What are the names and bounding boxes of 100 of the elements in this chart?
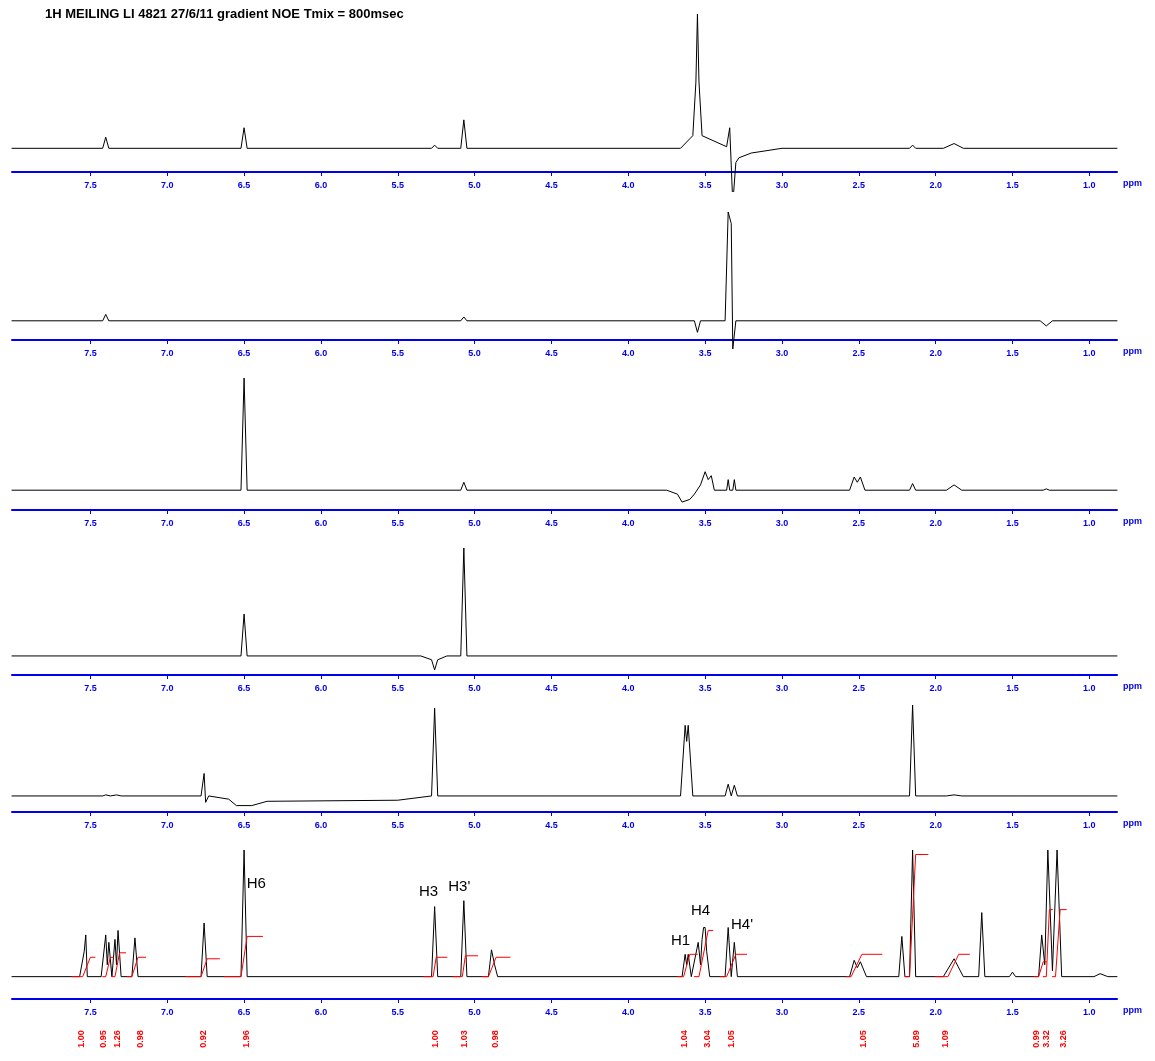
x-tick-label: 5.5	[391, 1006, 405, 1017]
x-tick-label: 6.5	[237, 517, 251, 528]
x-tick-label: 6.0	[314, 819, 328, 830]
annotation: H4'	[730, 914, 754, 932]
x-axis-title: ppm	[1123, 177, 1142, 188]
x-axis-title: ppm	[1123, 515, 1142, 526]
x-tick-label: 4.0	[622, 1006, 635, 1017]
text: 0.98	[134, 1030, 145, 1048]
x-tick-label: 3.0	[775, 179, 789, 190]
chart-title: 1H MEILING LI 4821 27/6/11 gradient NOE Tmix = 800msec	[45, 6, 404, 21]
x-tick-label: 4.5	[545, 179, 558, 190]
x-tick-label: 1.5	[1006, 179, 1019, 190]
x-tick-label: 4.0	[622, 517, 635, 528]
annotation: H3'	[448, 877, 471, 895]
x-tick-label: 2.0	[929, 517, 942, 528]
x-tick-label: 1.0	[1083, 1006, 1096, 1017]
x-tick-label: 1.0	[1083, 347, 1096, 358]
text: 3.04	[701, 1030, 712, 1048]
x-tick-label: 3.0	[775, 347, 789, 358]
text: 1.04	[678, 1030, 689, 1048]
x-tick-label: 1.0	[1083, 682, 1096, 693]
x-tick-label: 5.5	[391, 179, 405, 190]
x-tick-label: 1.5	[1006, 517, 1019, 528]
x-tick-label: 5.0	[468, 819, 481, 830]
x-tick-label: 3.0	[775, 1006, 789, 1017]
text: 1.05	[858, 1030, 869, 1048]
x-tick-label: 7.0	[160, 347, 174, 358]
x-tick-label: 6.0	[314, 1006, 328, 1017]
text: 3.26	[1058, 1030, 1069, 1048]
x-tick-label: 7.0	[160, 517, 174, 528]
x-tick-label: 4.5	[545, 682, 558, 693]
x-tick-label: 4.5	[545, 819, 558, 830]
x-tick-label: 7.5	[84, 517, 97, 528]
x-tick-label: 1.0	[1083, 819, 1096, 830]
x-tick-label: 3.5	[698, 517, 712, 528]
x-tick-label: 7.5	[84, 819, 97, 830]
x-axis-title: ppm	[1123, 345, 1142, 356]
x-tick-label: 6.5	[237, 347, 251, 358]
x-tick-label: 7.0	[160, 179, 174, 190]
x-tick-label: 2.0	[929, 347, 942, 358]
x-tick-label: 7.5	[84, 682, 97, 693]
x-tick-label: 5.5	[391, 347, 405, 358]
text: 1.00	[76, 1030, 87, 1048]
x-tick-label: 4.0	[622, 179, 635, 190]
x-tick-label: 4.0	[622, 819, 635, 830]
x-tick-label: 5.0	[468, 517, 481, 528]
text: 0.95	[97, 1030, 108, 1048]
text: 1.00	[429, 1030, 440, 1048]
x-tick-label: 6.0	[314, 517, 328, 528]
x-tick-label: 5.5	[391, 682, 405, 693]
x-tick-label: 6.0	[314, 179, 328, 190]
x-axis-title: ppm	[1123, 817, 1142, 828]
text: 0.98	[489, 1030, 500, 1048]
x-tick-label: 7.0	[160, 1006, 174, 1017]
x-tick-label: 3.0	[775, 682, 789, 693]
x-tick-label: 6.5	[237, 819, 251, 830]
x-tick-label: 4.0	[622, 347, 635, 358]
x-tick-label: 5.5	[391, 819, 405, 830]
x-tick-label: 7.5	[84, 1006, 97, 1017]
x-tick-label: 2.5	[852, 179, 866, 190]
x-tick-label: 6.5	[237, 1006, 251, 1017]
x-tick-label: 6.0	[314, 347, 328, 358]
text: 1.96	[240, 1030, 251, 1048]
x-tick-label: 3.5	[698, 179, 712, 190]
x-tick-label: 5.0	[468, 179, 481, 190]
x-tick-label: 7.5	[84, 179, 97, 190]
x-tick-label: 2.0	[929, 819, 942, 830]
x-tick-label: 6.5	[237, 179, 251, 190]
x-tick-label: 7.0	[160, 819, 174, 830]
x-tick-label: 3.5	[698, 347, 712, 358]
x-tick-label: 2.5	[852, 682, 866, 693]
x-tick-label: 5.5	[391, 517, 405, 528]
x-tick-label: 2.5	[852, 1006, 866, 1017]
text: 0.92	[197, 1030, 208, 1048]
x-axis-title: ppm	[1123, 680, 1142, 691]
text: 1.26	[111, 1030, 122, 1048]
x-tick-label: 1.5	[1006, 682, 1019, 693]
x-tick-label: 5.0	[468, 1006, 481, 1017]
x-tick-label: 4.0	[622, 682, 635, 693]
x-tick-label: 2.0	[929, 179, 942, 190]
x-tick-label: 5.0	[468, 347, 481, 358]
x-tick-label: 1.0	[1083, 517, 1096, 528]
annotation: H6	[246, 874, 266, 892]
x-tick-label: 3.5	[698, 1006, 712, 1017]
x-tick-label: 6.5	[237, 682, 251, 693]
x-tick-label: 3.5	[698, 682, 712, 693]
x-tick-label: 3.0	[775, 819, 789, 830]
text: 3.32	[1041, 1030, 1052, 1048]
x-tick-label: 4.5	[545, 1006, 558, 1017]
text: 0.99	[1030, 1030, 1041, 1048]
x-tick-label: 4.5	[545, 347, 558, 358]
x-tick-label: 2.0	[929, 682, 942, 693]
x-tick-label: 2.5	[852, 347, 866, 358]
x-tick-label: 1.5	[1006, 1006, 1019, 1017]
text: 5.89	[910, 1030, 921, 1048]
annotation: H4	[690, 901, 711, 919]
x-tick-label: 4.5	[545, 517, 558, 528]
text: 1.03	[458, 1030, 469, 1048]
x-tick-label: 6.0	[314, 682, 328, 693]
x-tick-label: 1.0	[1083, 179, 1096, 190]
